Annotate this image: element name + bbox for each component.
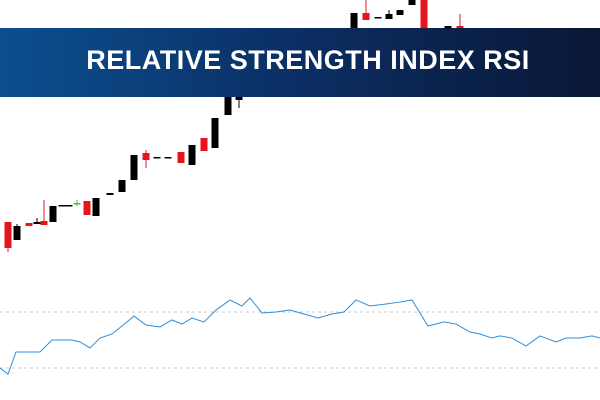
candle-body bbox=[106, 193, 114, 195]
candle-body bbox=[224, 97, 232, 115]
candle-body bbox=[49, 206, 57, 222]
title-banner bbox=[0, 28, 600, 97]
candle-body bbox=[25, 223, 33, 226]
candle-body bbox=[200, 138, 208, 151]
candle-body bbox=[420, 0, 428, 30]
candle-body bbox=[40, 221, 48, 225]
candle-body bbox=[177, 152, 185, 163]
candle-body bbox=[142, 153, 150, 160]
candle-body bbox=[164, 157, 172, 159]
candle-body bbox=[83, 201, 91, 215]
rsi-panel bbox=[0, 297, 600, 375]
candle-body bbox=[58, 205, 66, 207]
candle-body bbox=[374, 17, 382, 19]
candle-body bbox=[65, 205, 73, 207]
candle-body bbox=[130, 155, 138, 180]
rsi-line bbox=[0, 297, 600, 375]
candle-body bbox=[73, 203, 81, 205]
candle-body bbox=[211, 118, 219, 148]
chart-title: RELATIVE STRENGTH INDEX RSI bbox=[86, 45, 530, 75]
candle-body bbox=[385, 14, 393, 19]
candle-body bbox=[153, 157, 161, 159]
candle-body bbox=[4, 222, 12, 248]
candle-body bbox=[444, 26, 452, 28]
candle-body bbox=[362, 13, 370, 20]
candle-body bbox=[33, 222, 41, 224]
candle-body bbox=[92, 198, 100, 216]
candle-body bbox=[118, 180, 126, 192]
candle-body bbox=[408, 0, 416, 5]
candle-body bbox=[350, 13, 358, 28]
candle-body bbox=[13, 226, 21, 240]
candle-body bbox=[188, 145, 196, 165]
candle-body bbox=[396, 10, 404, 15]
